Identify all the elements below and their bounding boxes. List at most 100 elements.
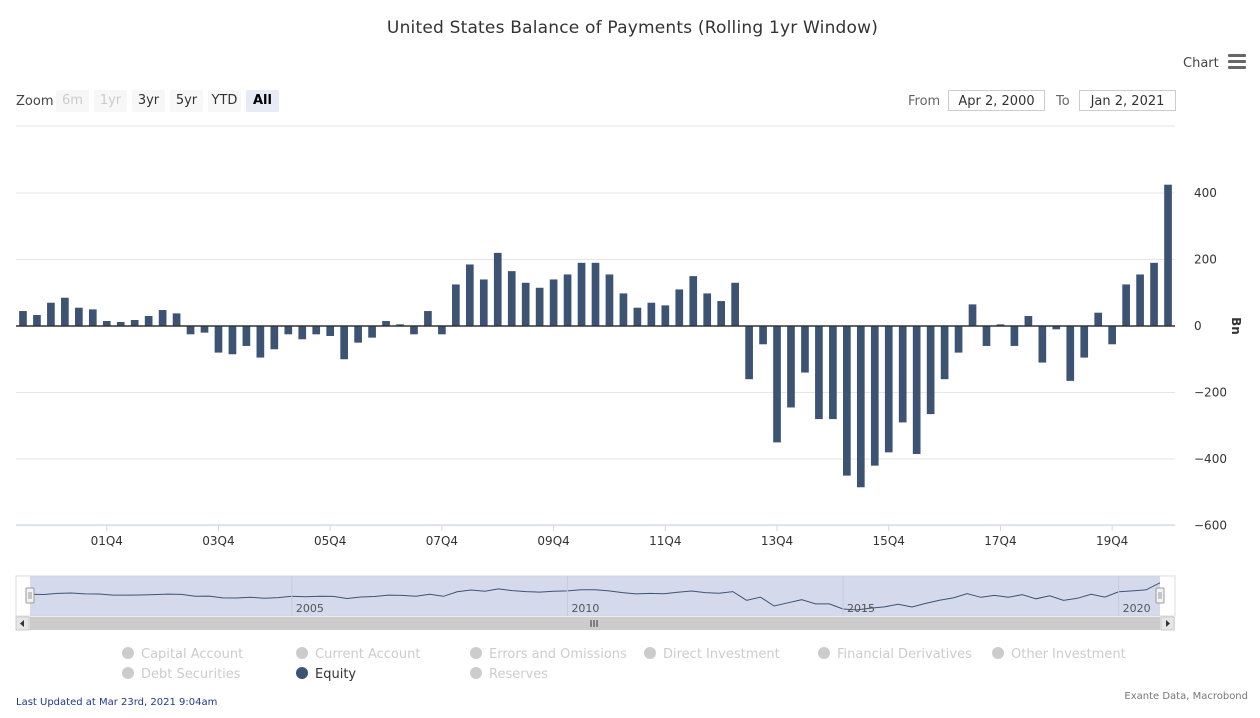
legend-item[interactable]: Direct Investment	[644, 647, 780, 662]
bar[interactable]	[940, 326, 949, 380]
bar[interactable]	[1108, 326, 1116, 345]
bar[interactable]	[284, 326, 293, 335]
bar[interactable]	[996, 324, 1005, 326]
bar[interactable]	[228, 326, 237, 355]
legend-item[interactable]: Errors and Omissions	[470, 647, 627, 662]
zoom-6m-button[interactable]: 6m	[56, 90, 89, 112]
bar[interactable]	[1024, 316, 1033, 326]
bar[interactable]	[647, 302, 656, 326]
bar[interactable]	[242, 326, 251, 346]
bar[interactable]	[256, 326, 265, 358]
bar[interactable]	[815, 326, 823, 420]
bar[interactable]	[787, 326, 795, 408]
bar[interactable]	[605, 274, 614, 326]
bar[interactable]	[801, 326, 809, 373]
bar[interactable]	[172, 313, 181, 326]
bar[interactable]	[521, 282, 530, 326]
bar[interactable]	[745, 326, 753, 380]
bar[interactable]	[926, 326, 935, 415]
bar[interactable]	[507, 271, 516, 326]
bar[interactable]	[200, 326, 209, 333]
bar[interactable]	[214, 326, 223, 353]
bar[interactable]	[33, 315, 41, 326]
bar[interactable]	[158, 310, 167, 326]
bar[interactable]	[675, 289, 684, 326]
bar[interactable]	[968, 304, 977, 326]
legend-item[interactable]: Current Account	[296, 647, 420, 662]
bar[interactable]	[619, 293, 628, 326]
bar[interactable]	[479, 279, 488, 326]
bar[interactable]	[1150, 262, 1158, 326]
bar[interactable]	[829, 326, 837, 420]
bar[interactable]	[633, 307, 642, 326]
bar[interactable]	[1052, 326, 1061, 330]
bar[interactable]	[19, 311, 27, 326]
bar[interactable]	[898, 326, 907, 423]
bar[interactable]	[102, 321, 111, 326]
zoom-ytd-button[interactable]: YTD	[208, 90, 241, 112]
bar[interactable]	[1136, 274, 1144, 326]
bar[interactable]	[982, 326, 991, 346]
bar[interactable]	[47, 302, 55, 326]
bar[interactable]	[382, 321, 390, 326]
bar[interactable]	[1122, 284, 1130, 326]
bar[interactable]	[465, 264, 474, 326]
bar[interactable]	[591, 262, 600, 326]
bar[interactable]	[88, 309, 97, 327]
bar[interactable]	[912, 326, 921, 455]
range-to-input[interactable]: Jan 2, 2021	[1079, 90, 1176, 111]
bar[interactable]	[689, 276, 698, 327]
bar[interactable]	[452, 284, 460, 326]
scrollbar-thumb[interactable]	[30, 617, 1160, 630]
bar[interactable]	[130, 320, 139, 326]
bar[interactable]	[759, 326, 767, 345]
bar[interactable]	[549, 279, 558, 326]
legend-item[interactable]: Reserves	[470, 667, 548, 682]
bar[interactable]	[577, 262, 586, 326]
bar[interactable]	[144, 316, 153, 326]
bar[interactable]	[270, 326, 279, 350]
navigator-left-handle[interactable]	[25, 587, 35, 604]
bar[interactable]	[396, 324, 404, 326]
bar[interactable]	[1066, 326, 1075, 381]
zoom-1yr-button[interactable]: 1yr	[94, 90, 127, 112]
bar[interactable]	[354, 326, 362, 343]
legend-item[interactable]: Capital Account	[122, 647, 243, 662]
bar[interactable]	[116, 322, 125, 326]
navigator-right-handle[interactable]	[1155, 587, 1165, 604]
bar[interactable]	[1010, 326, 1019, 346]
bar[interactable]	[773, 326, 781, 443]
legend-item[interactable]: Other Investment	[992, 647, 1126, 662]
zoom-3yr-button[interactable]: 3yr	[132, 90, 165, 112]
bar[interactable]	[1164, 184, 1172, 326]
bar[interactable]	[410, 326, 418, 335]
zoom-all-button[interactable]: All	[246, 90, 279, 112]
bar[interactable]	[326, 326, 335, 336]
navigator-selection[interactable]	[30, 576, 1160, 616]
source-credit[interactable]: Exante Data, Macrobond	[1124, 691, 1248, 702]
bar[interactable]	[493, 252, 502, 326]
range-from-input[interactable]: Apr 2, 2000	[948, 90, 1045, 111]
legend-item[interactable]: Financial Derivatives	[818, 647, 972, 662]
bar[interactable]	[186, 326, 195, 335]
bar[interactable]	[424, 311, 432, 326]
bar[interactable]	[61, 297, 69, 326]
bar[interactable]	[535, 287, 544, 326]
bar[interactable]	[856, 326, 865, 488]
bar[interactable]	[298, 326, 307, 340]
legend-item[interactable]: Debt Securities	[122, 667, 241, 682]
bar[interactable]	[75, 307, 83, 326]
legend-item[interactable]: Equity	[296, 667, 356, 682]
bar[interactable]	[438, 326, 446, 335]
bar[interactable]	[661, 305, 670, 326]
bar[interactable]	[843, 326, 851, 476]
bar[interactable]	[884, 326, 893, 453]
bar[interactable]	[717, 301, 726, 326]
bar[interactable]	[1080, 326, 1089, 358]
bar[interactable]	[368, 326, 376, 338]
bar[interactable]	[1038, 326, 1047, 363]
bar[interactable]	[312, 326, 321, 335]
bar[interactable]	[703, 293, 712, 326]
hamburger-menu-icon[interactable]	[1228, 54, 1246, 70]
bar[interactable]	[340, 326, 348, 360]
